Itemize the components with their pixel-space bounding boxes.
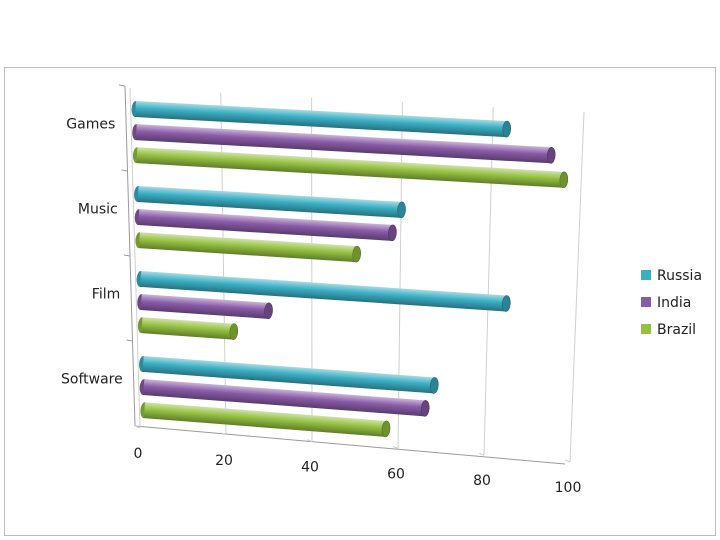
- x-tick-label: 20: [215, 453, 233, 469]
- gridline-80: [483, 107, 494, 456]
- bar-film-russia: [136, 270, 511, 312]
- category-label: Software: [61, 372, 123, 388]
- grid-depth-40: [306, 439, 313, 443]
- chart-walls: [118, 84, 566, 465]
- category-label: Games: [66, 117, 115, 133]
- legend-item-brazil: Brazil: [641, 322, 696, 338]
- y-tick-mark: [126, 339, 133, 342]
- category-labels: Games Music Film Software: [61, 117, 123, 388]
- x-tick-label: 0: [134, 446, 143, 462]
- bar-music-india: [134, 209, 397, 242]
- legend-label: Russia: [657, 268, 702, 284]
- y-tick-mark: [121, 169, 128, 172]
- legend-swatch: [641, 297, 651, 307]
- bar-software-russia: [139, 355, 439, 394]
- legend-swatch: [641, 324, 651, 334]
- bar-software-india: [139, 379, 430, 417]
- legend: Russia India Brazil: [641, 268, 702, 338]
- legend-label: India: [657, 295, 691, 311]
- x-axis-line: [134, 425, 566, 465]
- x-tick-label: 100: [555, 480, 582, 496]
- legend-swatch: [641, 270, 651, 280]
- grid-depth-100: [564, 459, 571, 463]
- y-tick-mark: [123, 254, 131, 257]
- bar-games-russia: [131, 100, 512, 138]
- bar-music-russia: [134, 185, 406, 219]
- x-tick-label: 40: [301, 460, 319, 476]
- legend-item-india: India: [641, 295, 691, 311]
- grid-depth-80: [478, 452, 485, 456]
- bars: [131, 100, 569, 438]
- grid-depth-0: [134, 425, 141, 429]
- category-label: Film: [92, 287, 120, 303]
- grid-depth-20: [220, 432, 227, 436]
- category-label: Music: [78, 202, 118, 218]
- x-tick-label: 80: [473, 473, 491, 489]
- bar-music-brazil: [135, 232, 362, 263]
- y-tick-mark: [118, 84, 126, 87]
- bar-games-india: [132, 124, 556, 164]
- legend-item-russia: Russia: [641, 268, 702, 284]
- legend-label: Brazil: [657, 322, 696, 338]
- gridline-0: [129, 87, 141, 429]
- x-tick-labels: 0 20 40 60 80 100: [134, 446, 582, 496]
- gridline-100: [569, 111, 585, 463]
- chart-frame: [4, 67, 716, 536]
- bar-games-brazil: [132, 147, 569, 189]
- bar-film-india: [137, 294, 273, 320]
- bar-film-brazil: [137, 317, 239, 340]
- x-tick-label: 60: [387, 466, 405, 482]
- bar-software-brazil: [140, 402, 391, 438]
- grid-depth-60: [392, 445, 399, 449]
